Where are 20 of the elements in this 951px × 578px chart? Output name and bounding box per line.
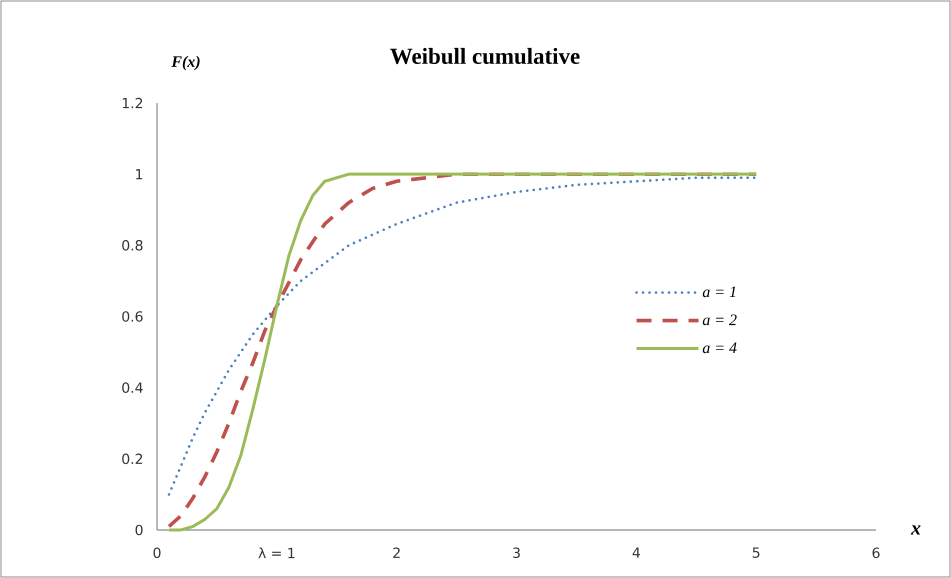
- y-tick-label: 0.8: [122, 240, 143, 251]
- y-tick-label: 1: [136, 169, 142, 180]
- x-tick-label: 3: [513, 547, 520, 558]
- x-tick-label: 2: [393, 547, 400, 558]
- y-tick-label: 0.4: [122, 382, 143, 393]
- x-tick-label: 4: [632, 548, 640, 558]
- x-axis-title: x: [910, 525, 920, 535]
- chart-title: Weibull cumulative: [390, 48, 580, 64]
- y-tick-label: 0.6: [122, 311, 143, 322]
- y-axis-title: F(x): [171, 56, 200, 70]
- legend-label: a = 4: [702, 342, 737, 354]
- x-tick-label: 6: [872, 547, 880, 558]
- legend-label: a = 1: [702, 286, 736, 298]
- y-tick-label: 0.2: [122, 454, 142, 464]
- legend-label: a = 2: [702, 314, 737, 326]
- x-tick-label: 5: [752, 548, 760, 558]
- x-tick-label: λ = 1: [258, 548, 294, 558]
- y-tick-label: 1.2: [122, 98, 142, 108]
- y-tick-label: 0: [136, 524, 143, 536]
- x-tick-label: 0: [153, 547, 161, 558]
